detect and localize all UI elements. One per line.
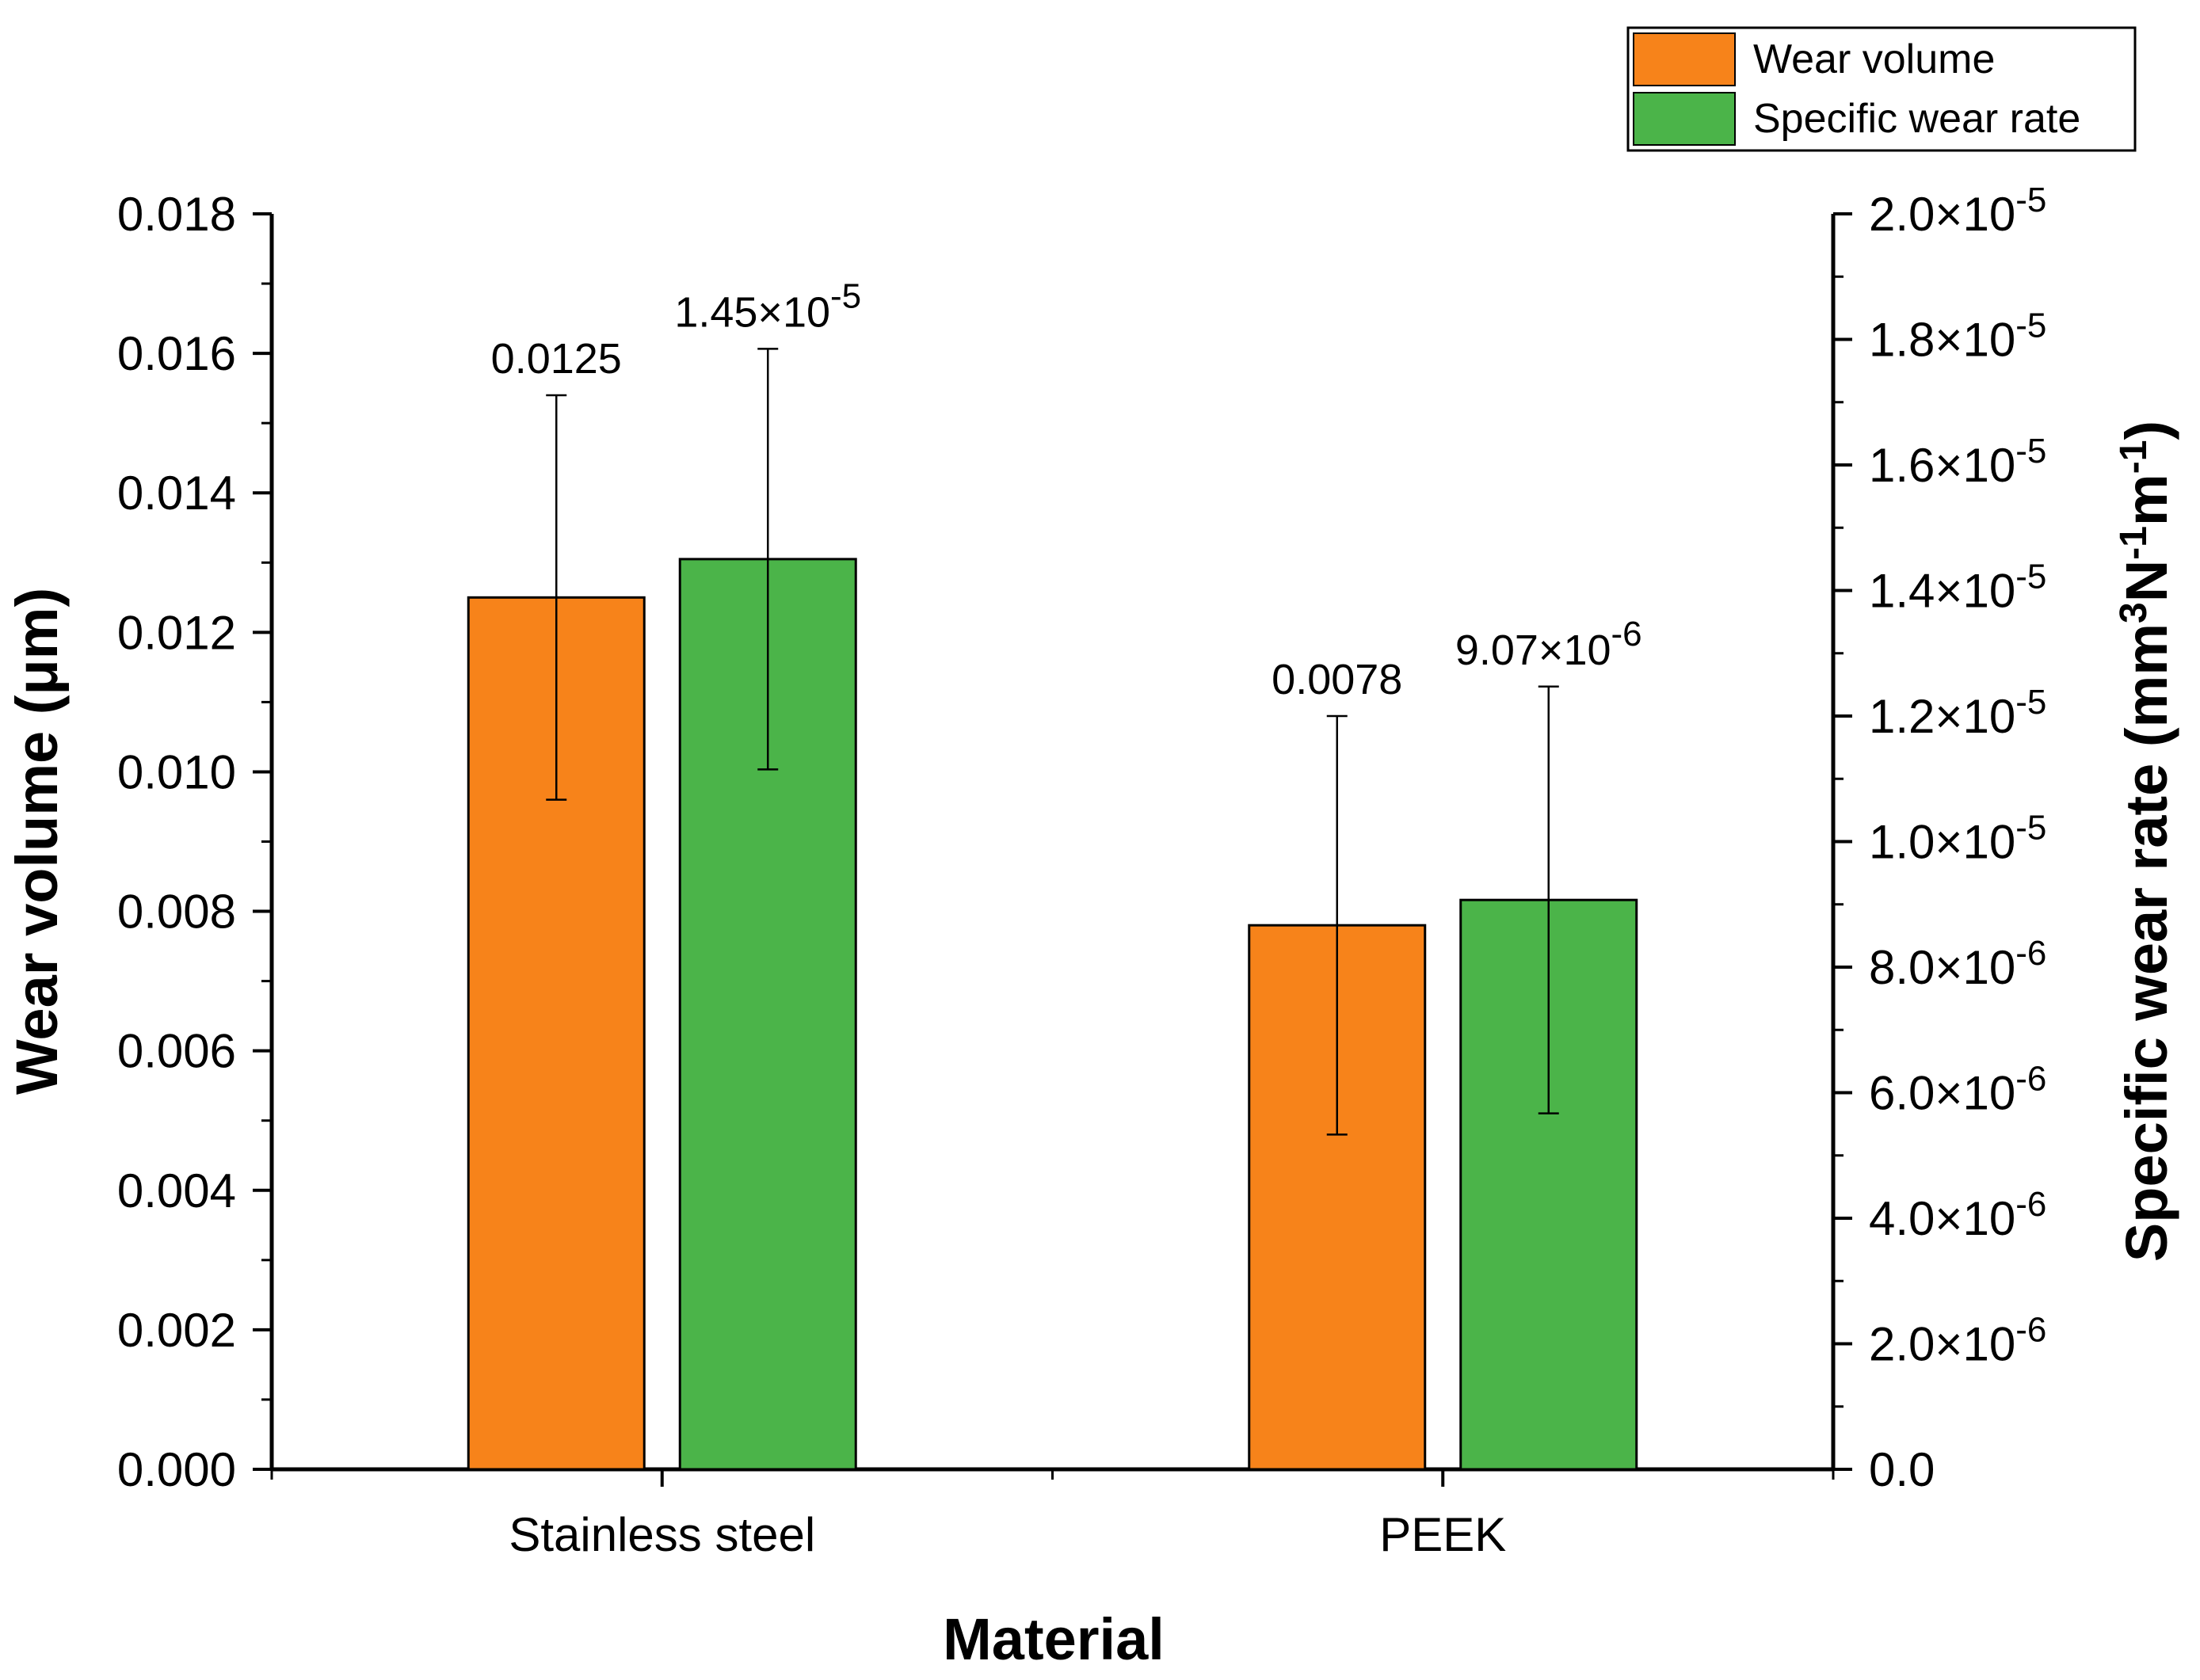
data-label: 9.07×10-6 <box>1455 615 1642 674</box>
legend-swatch-wear-volume <box>1633 32 1736 86</box>
data-label: 0.0125 <box>491 335 622 383</box>
data-label: 0.0078 <box>1272 656 1402 703</box>
right-tick-label: 1.0×10-5 <box>1869 809 2046 869</box>
left-tick-label: 0.006 <box>117 1025 236 1078</box>
data-labels: 0.0125 0.0078 1.45×10-5 9.07×10-6 <box>491 276 1642 703</box>
right-tick-label: 2.0×10-6 <box>1869 1311 2046 1371</box>
legend-swatch-specific-wear-rate <box>1633 92 1736 146</box>
left-tick-label: 0.012 <box>117 606 236 659</box>
left-tick-label: 0.008 <box>117 886 236 939</box>
left-y-axis-title: Wear volume (μm) <box>4 588 70 1095</box>
right-tick-label: 0.0 <box>1869 1443 1935 1496</box>
right-y-ticks: 0.0 2.0×10-6 4.0×10-6 6.0×10-6 8.0×10-6 1.0×1… <box>1833 181 2046 1496</box>
right-tick-label: 1.6×10-5 <box>1869 432 2046 492</box>
right-tick-label: 8.0×10-6 <box>1869 934 2046 994</box>
legend-label-wear-volume: Wear volume <box>1753 36 1995 82</box>
right-y-axis-title: Specific wear rate (mm3N-1m-1) <box>2113 421 2179 1262</box>
right-tick-label: 4.0×10-6 <box>1869 1185 2046 1245</box>
bar-specific-wear-rate <box>678 558 857 1471</box>
left-tick-label: 0.016 <box>117 327 236 380</box>
legend-label-specific-wear-rate: Specific wear rate <box>1753 96 2080 142</box>
category-label: Stainless steel <box>509 1508 815 1561</box>
right-tick-label: 1.4×10-5 <box>1869 558 2046 618</box>
bars <box>467 558 1638 1471</box>
left-tick-label: 0.014 <box>117 467 236 520</box>
right-tick-label: 2.0×10-5 <box>1869 181 2046 241</box>
left-tick-label: 0.000 <box>117 1443 236 1496</box>
error-bars <box>546 348 1559 1136</box>
left-tick-label: 0.002 <box>117 1304 236 1357</box>
legend: Wear volume Specific wear rate <box>1626 26 2137 152</box>
data-label: 1.45×10-5 <box>674 276 861 336</box>
left-tick-label: 0.010 <box>117 745 236 798</box>
left-y-ticks: 0.000 0.002 0.004 0.006 0.008 0.010 0.012 0.014… <box>117 188 272 1496</box>
right-tick-label: 1.2×10-5 <box>1869 683 2046 743</box>
left-tick-label: 0.018 <box>117 188 236 241</box>
category-label: PEEK <box>1379 1508 1506 1561</box>
right-tick-label: 6.0×10-6 <box>1869 1060 2046 1120</box>
left-tick-label: 0.004 <box>117 1164 236 1217</box>
x-axis-title: Material <box>943 1606 1165 1672</box>
right-tick-label: 1.8×10-5 <box>1869 307 2046 367</box>
x-ticks: Stainless steel PEEK <box>270 1469 1835 1561</box>
